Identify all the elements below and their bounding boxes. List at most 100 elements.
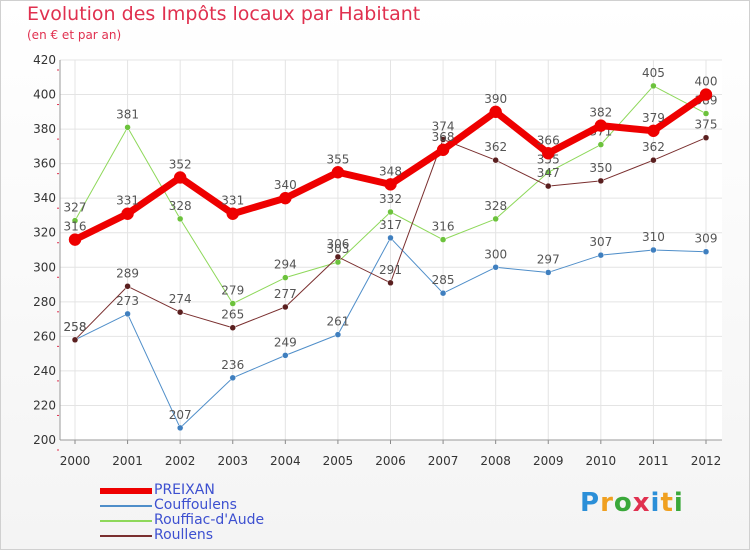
data-point-roullens	[282, 303, 289, 311]
data-point-rouffiac-d-aude	[702, 110, 710, 117]
data-label-preixan: 368	[432, 130, 455, 144]
data-label-rouffiac-d-aude: 279	[221, 284, 244, 298]
data-point-roullens	[650, 156, 657, 164]
data-point-preixan	[436, 143, 450, 157]
data-point-roullens	[176, 308, 184, 316]
data-point-roullens	[229, 324, 236, 331]
x-tick-label: 2008	[480, 454, 511, 468]
legend-label-roullens: Roullens	[154, 527, 214, 543]
data-point-preixan	[331, 166, 345, 179]
data-point-rouffiac-d-aude	[597, 141, 605, 148]
x-tick-label: 2011	[638, 454, 669, 468]
data-point-roullens	[702, 134, 710, 141]
data-label-rouffiac-d-aude: 381	[116, 107, 139, 121]
data-point-couffoulens	[439, 289, 447, 297]
data-label-rouffiac-d-aude: 327	[64, 201, 87, 215]
data-label-couffoulens: 273	[116, 294, 139, 308]
legend-swatch-rouffiac	[100, 520, 152, 522]
data-label-rouffiac-d-aude: 328	[484, 199, 507, 213]
data-point-preixan	[542, 147, 555, 160]
data-label-rouffiac-d-aude: 405	[642, 66, 665, 80]
y-tick-label: 280	[33, 295, 56, 309]
data-point-couffoulens	[545, 269, 552, 276]
data-label-roullens: 265	[221, 308, 244, 322]
data-point-rouffiac-d-aude	[282, 274, 289, 281]
data-label-preixan: 355	[326, 152, 349, 166]
logo-letter: o	[613, 488, 633, 518]
data-label-couffoulens: 309	[695, 232, 718, 246]
data-label-roullens: 289	[116, 266, 139, 280]
data-label-couffoulens: 207	[169, 408, 192, 422]
data-label-roullens: 258	[64, 320, 87, 334]
data-label-roullens: 291	[379, 263, 402, 277]
x-tick-label: 2012	[691, 454, 722, 468]
data-point-preixan	[594, 119, 608, 132]
x-tick-label: 2006	[375, 454, 406, 468]
data-point-preixan	[173, 171, 187, 184]
data-label-couffoulens: 261	[326, 315, 349, 329]
data-label-roullens: 375	[695, 118, 718, 132]
data-label-roullens: 374	[432, 119, 455, 133]
data-point-couffoulens	[597, 251, 605, 259]
logo-letter: r	[600, 488, 614, 518]
data-point-rouffiac-d-aude	[387, 208, 394, 216]
data-point-roullens	[597, 177, 605, 185]
data-label-roullens: 362	[642, 140, 665, 154]
y-tick-label: 220	[33, 398, 56, 412]
logo-letter: P	[580, 488, 601, 518]
y-tick-label: 400	[33, 88, 56, 102]
y-tick-label: 300	[33, 260, 56, 274]
data-point-couffoulens	[124, 310, 131, 318]
logo-letter: t	[660, 488, 674, 518]
data-label-couffoulens: 317	[379, 218, 402, 232]
y-tick-label: 360	[33, 157, 56, 171]
y-tick-label: 340	[33, 191, 56, 205]
chart-title: Evolution des Impôts locaux par Habitant	[27, 3, 421, 25]
data-label-couffoulens: 300	[484, 247, 507, 261]
data-label-rouffiac-d-aude: 316	[432, 220, 455, 234]
data-label-preixan: 379	[642, 111, 665, 125]
data-point-rouffiac-d-aude	[439, 236, 447, 243]
data-label-preixan: 366	[537, 133, 560, 147]
x-tick-label: 2002	[165, 454, 196, 468]
data-point-preixan	[68, 233, 82, 246]
legend-swatch-preixan	[100, 488, 152, 494]
data-point-preixan	[121, 207, 134, 220]
data-label-couffoulens: 307	[589, 235, 612, 249]
data-label-rouffiac-d-aude: 303	[326, 242, 349, 256]
data-point-preixan	[226, 207, 239, 220]
data-point-preixan	[384, 178, 397, 191]
x-tick-label: 2003	[217, 454, 248, 468]
y-tick-label: 420	[33, 53, 56, 67]
logo-letter: i	[673, 488, 684, 518]
y-tick-label: 320	[33, 226, 56, 240]
data-label-couffoulens: 310	[642, 230, 665, 244]
logo-letter: x	[632, 488, 651, 518]
data-point-roullens	[71, 336, 79, 344]
data-point-rouffiac-d-aude	[492, 215, 499, 223]
data-label-couffoulens: 236	[221, 358, 244, 372]
data-label-couffoulens: 297	[537, 252, 560, 266]
data-label-roullens: 350	[589, 161, 612, 175]
y-tick-label: 380	[33, 122, 56, 136]
data-point-couffoulens	[229, 374, 236, 382]
data-point-rouffiac-d-aude	[229, 300, 236, 307]
x-tick-label: 2007	[428, 454, 459, 468]
data-point-rouffiac-d-aude	[545, 169, 552, 176]
x-tick-label: 2004	[270, 454, 301, 468]
x-tick-label: 2005	[323, 454, 354, 468]
data-point-rouffiac-d-aude	[176, 215, 184, 223]
y-tick-label: 260	[33, 329, 56, 343]
legend-swatch-roullens	[100, 535, 152, 537]
data-label-roullens: 274	[169, 292, 192, 306]
data-label-roullens: 277	[274, 287, 297, 301]
x-tick-label: 2001	[112, 454, 143, 468]
data-point-roullens	[387, 279, 394, 287]
legend-swatch-couffoulens	[100, 505, 152, 507]
data-point-couffoulens	[650, 246, 657, 254]
data-point-couffoulens	[702, 248, 710, 255]
data-point-roullens	[545, 182, 552, 190]
data-point-couffoulens	[334, 331, 342, 338]
data-point-preixan	[699, 88, 713, 101]
